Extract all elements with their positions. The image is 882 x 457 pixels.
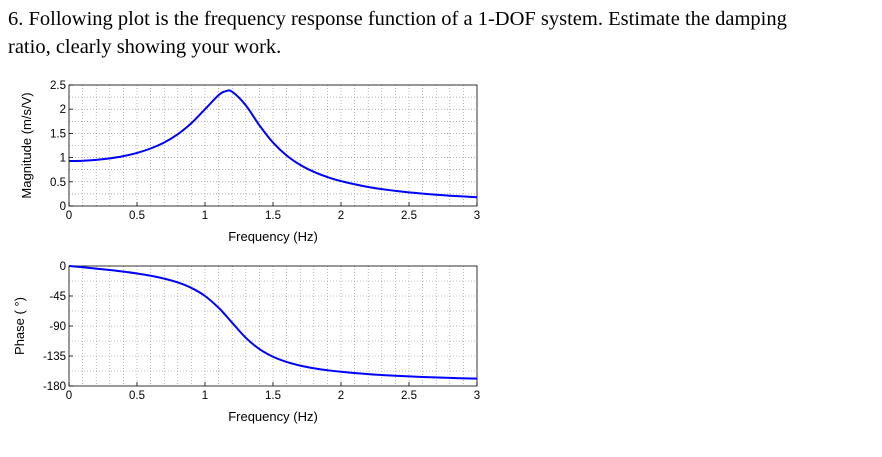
x-tick-label: 0 [66,390,72,402]
question-line-2: ratio, clearly showing your work. [8,36,282,58]
y-tick-label: 2.5 [50,80,66,92]
y-tick-label: 1 [60,153,66,165]
x-tick-label: 2 [338,210,344,222]
y-tick-label: 0 [60,261,66,273]
y-tick-label: 0.5 [50,177,66,189]
x-tick-label: 1 [202,210,208,222]
plot-phase: 0 0.5 1 1.5 2 2.5 3 -180 -135 -90 -45 0 Frequency (H… [12,261,480,424]
y-axis-label: Phase ( °) [12,297,27,355]
y-tick-label: 2 [60,104,66,116]
x-axis-label: Frequency (Hz) [228,229,318,244]
x-axis-label: Frequency (Hz) [228,409,318,424]
y-tick-label: -180 [43,381,66,393]
x-tick-label: 1.5 [265,390,281,402]
plot-magnitude: 0 0.5 1 1.5 2 2.5 3 0 0.5 1 1.5 2 2.5 Frequency (Hz) M… [19,80,480,244]
x-tick-label: 2.5 [401,210,417,222]
x-tick-label: 0.5 [129,390,145,402]
question-line-1: 6. Following plot is the frequency respo… [8,8,787,30]
x-tick-label: 2 [338,390,344,402]
x-tick-label: 2.5 [401,390,417,402]
y-tick-label: -90 [49,321,66,333]
y-tick-label: 1.5 [50,128,66,140]
y-tick-label: -135 [43,351,66,363]
x-tick-label: 3 [474,390,480,402]
x-tick-label: 1.5 [265,210,281,222]
y-axis-label: Magnitude (m/s/V) [19,92,34,198]
x-tick-label: 3 [474,210,480,222]
data-line [68,89,478,199]
x-tick-label: 0 [66,210,72,222]
x-tick-label: 1 [202,390,208,402]
data-line [68,265,478,380]
y-tick-label: 0 [60,201,66,213]
x-tick-label: 0.5 [129,210,145,222]
y-tick-label: -45 [49,291,66,303]
